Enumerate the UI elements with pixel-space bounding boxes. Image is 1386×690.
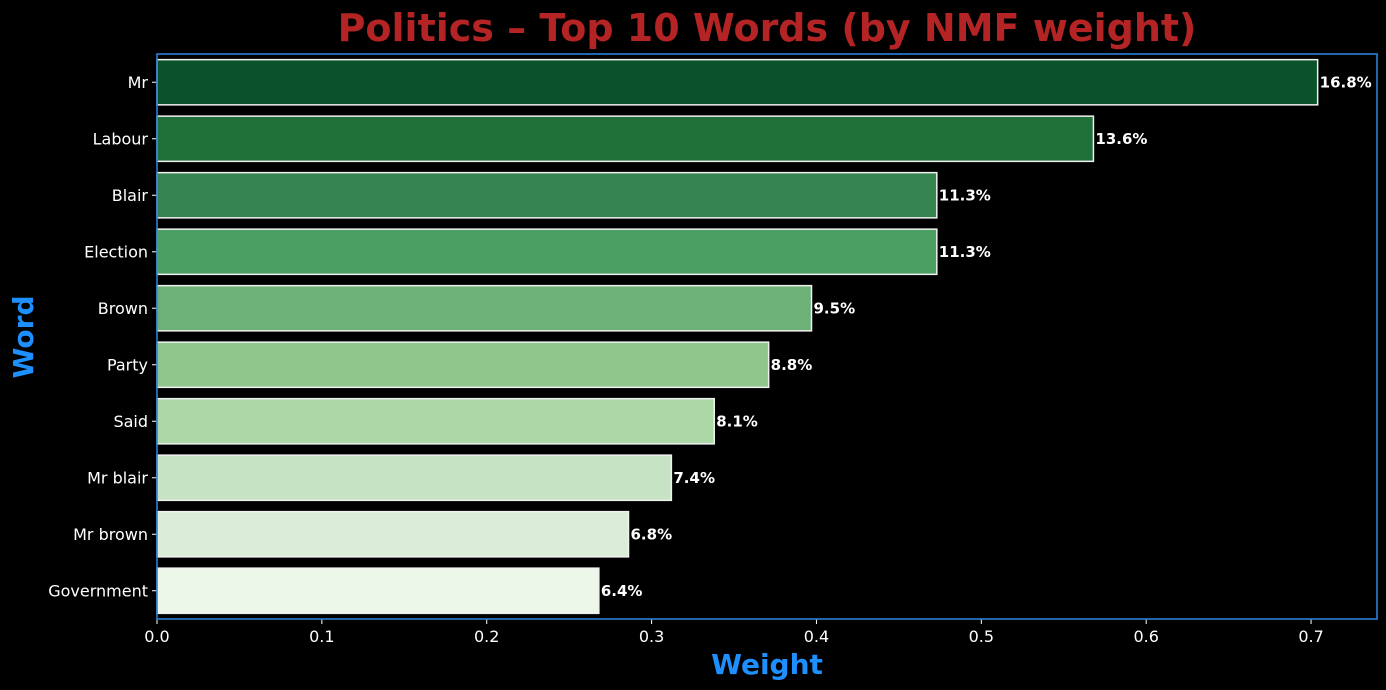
data-label: 11.3% [939, 243, 991, 261]
bar-mr-brown [156, 510, 630, 558]
y-tick-label: Party [107, 355, 148, 374]
y-tick-label: Government [48, 581, 148, 600]
data-label: 16.8% [1320, 73, 1372, 91]
y-axis: Mr Labour Blair Election Brown Party Said Mr bl… [48, 73, 157, 600]
x-tick-label: 0.2 [474, 627, 499, 646]
bar-mr [156, 58, 1319, 106]
x-tick-label: 0.1 [309, 627, 334, 646]
y-tick-label: Labour [93, 129, 149, 148]
y-tick-label: Said [113, 412, 148, 431]
chart-title: Politics – Top 10 Words (by NMF weight) [338, 6, 1197, 50]
bar-brown [156, 284, 813, 332]
y-tick-label: Mr blair [87, 468, 148, 487]
y-axis-title: Word [7, 296, 40, 379]
x-tick-label: 0.4 [804, 627, 829, 646]
x-tick-label: 0.7 [1298, 627, 1323, 646]
y-tick-label: Brown [98, 299, 148, 318]
data-label: 11.3% [939, 186, 991, 204]
plot-frame [156, 53, 1378, 620]
x-tick-label: 0.6 [1133, 627, 1158, 646]
x-tick-label: 0.3 [639, 627, 664, 646]
data-labels: 16.8% 13.6% 11.3% 11.3% 9.5% 8.8% 8.1% 7.4% 6.8%… [601, 73, 1372, 600]
bar-election [156, 228, 938, 276]
data-label: 8.1% [716, 412, 758, 430]
bar-said [156, 397, 715, 445]
bar-blair [156, 171, 938, 219]
y-tick-label: Mr [128, 73, 149, 92]
y-tick-label: Blair [112, 186, 149, 205]
bar-labour [156, 115, 1095, 163]
x-tick-label: 0.5 [969, 627, 994, 646]
bar-party [156, 341, 770, 389]
bar-government [156, 567, 600, 615]
y-tick-label: Election [84, 242, 148, 261]
data-label: 9.5% [814, 299, 856, 317]
data-label: 8.8% [771, 356, 813, 374]
bars-group [156, 58, 1319, 615]
data-label: 7.4% [673, 469, 715, 487]
data-label: 6.4% [601, 582, 643, 600]
bar-mr-blair [156, 454, 673, 502]
x-axis: 0.0 0.1 0.2 0.3 0.4 0.5 0.6 0.7 [144, 619, 1324, 646]
x-tick-label: 0.0 [144, 627, 169, 646]
x-axis-title: Weight [711, 648, 823, 681]
y-tick-label: Mr brown [73, 525, 148, 544]
data-label: 6.8% [631, 525, 673, 543]
data-label: 13.6% [1095, 130, 1147, 148]
